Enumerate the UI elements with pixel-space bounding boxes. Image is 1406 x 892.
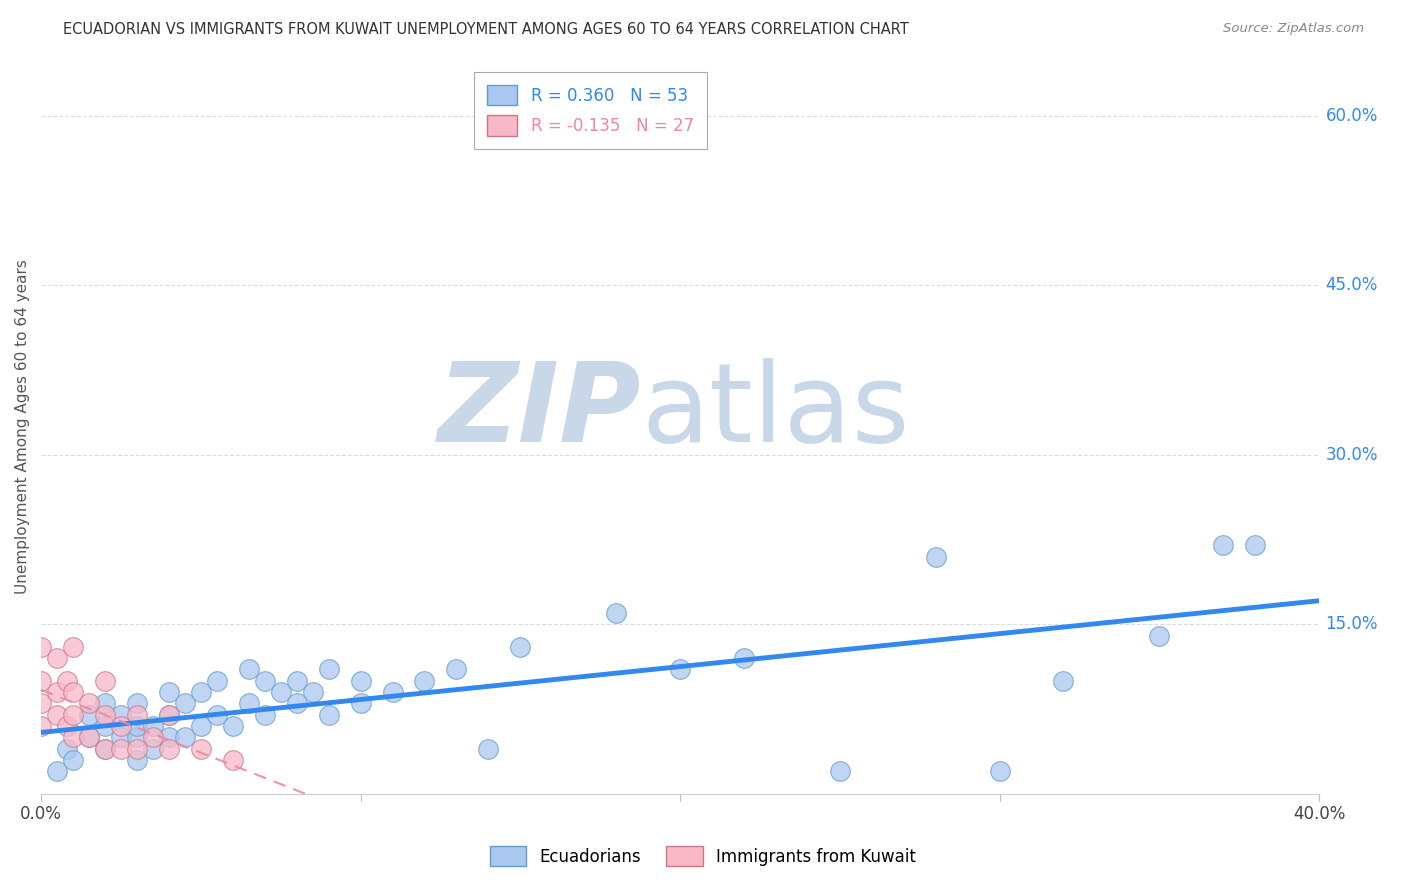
Point <box>205 673 228 688</box>
Point <box>55 741 77 756</box>
Point <box>125 719 148 733</box>
Point <box>142 719 165 733</box>
Text: atlas: atlas <box>641 359 910 466</box>
Point <box>62 753 84 767</box>
Point <box>30 640 52 654</box>
Point <box>301 685 323 699</box>
Point <box>828 764 851 778</box>
Point <box>94 673 117 688</box>
Point <box>30 696 52 710</box>
Point <box>94 741 117 756</box>
Point <box>62 707 84 722</box>
Point <box>77 696 100 710</box>
Legend: Ecuadorians, Immigrants from Kuwait: Ecuadorians, Immigrants from Kuwait <box>481 838 925 875</box>
Point <box>190 685 212 699</box>
Legend: R = 0.360   N = 53, R = -0.135   N = 27: R = 0.360 N = 53, R = -0.135 N = 27 <box>474 71 707 149</box>
Point <box>77 707 100 722</box>
Point <box>381 685 404 699</box>
Text: 30.0%: 30.0% <box>1326 446 1378 464</box>
Point <box>669 663 692 677</box>
Point <box>270 685 292 699</box>
Point <box>1149 629 1171 643</box>
Point <box>46 707 69 722</box>
Point <box>157 707 180 722</box>
Point <box>62 730 84 744</box>
Point <box>30 719 52 733</box>
Point <box>318 663 340 677</box>
Text: 60.0%: 60.0% <box>1326 107 1378 125</box>
Point <box>349 673 371 688</box>
Text: ZIP: ZIP <box>439 359 641 466</box>
Point <box>62 640 84 654</box>
Point <box>1244 538 1267 552</box>
Point <box>77 730 100 744</box>
Point <box>318 707 340 722</box>
Point <box>173 696 195 710</box>
Point <box>238 696 260 710</box>
Point <box>62 685 84 699</box>
Point <box>1052 673 1074 688</box>
Point <box>190 719 212 733</box>
Point <box>157 730 180 744</box>
Point <box>125 730 148 744</box>
Point <box>924 549 946 564</box>
Point <box>285 696 308 710</box>
Point <box>125 753 148 767</box>
Point <box>157 707 180 722</box>
Text: ECUADORIAN VS IMMIGRANTS FROM KUWAIT UNEMPLOYMENT AMONG AGES 60 TO 64 YEARS CORR: ECUADORIAN VS IMMIGRANTS FROM KUWAIT UNE… <box>63 22 910 37</box>
Text: 45.0%: 45.0% <box>1326 277 1378 294</box>
Point <box>125 741 148 756</box>
Point <box>46 651 69 665</box>
Point <box>94 696 117 710</box>
Point <box>1212 538 1234 552</box>
Point <box>125 707 148 722</box>
Point <box>222 719 245 733</box>
Point <box>477 741 499 756</box>
Point <box>46 685 69 699</box>
Point <box>605 606 627 620</box>
Point <box>55 719 77 733</box>
Point <box>125 696 148 710</box>
Point <box>253 673 276 688</box>
Point <box>55 673 77 688</box>
Point <box>30 673 52 688</box>
Point <box>110 707 132 722</box>
Point <box>94 707 117 722</box>
Point <box>157 741 180 756</box>
Point <box>110 741 132 756</box>
Point <box>222 753 245 767</box>
Point <box>142 730 165 744</box>
Point <box>349 696 371 710</box>
Text: Source: ZipAtlas.com: Source: ZipAtlas.com <box>1223 22 1364 36</box>
Point <box>94 719 117 733</box>
Point <box>94 741 117 756</box>
Y-axis label: Unemployment Among Ages 60 to 64 years: Unemployment Among Ages 60 to 64 years <box>15 260 30 594</box>
Point <box>205 707 228 722</box>
Point <box>110 730 132 744</box>
Point <box>988 764 1011 778</box>
Text: 15.0%: 15.0% <box>1326 615 1378 633</box>
Point <box>285 673 308 688</box>
Point <box>190 741 212 756</box>
Point <box>142 741 165 756</box>
Point <box>509 640 531 654</box>
Point <box>238 663 260 677</box>
Point <box>77 730 100 744</box>
Point <box>413 673 436 688</box>
Point <box>253 707 276 722</box>
Point <box>173 730 195 744</box>
Point <box>446 663 468 677</box>
Point <box>110 719 132 733</box>
Point <box>46 764 69 778</box>
Point <box>157 685 180 699</box>
Point <box>733 651 755 665</box>
